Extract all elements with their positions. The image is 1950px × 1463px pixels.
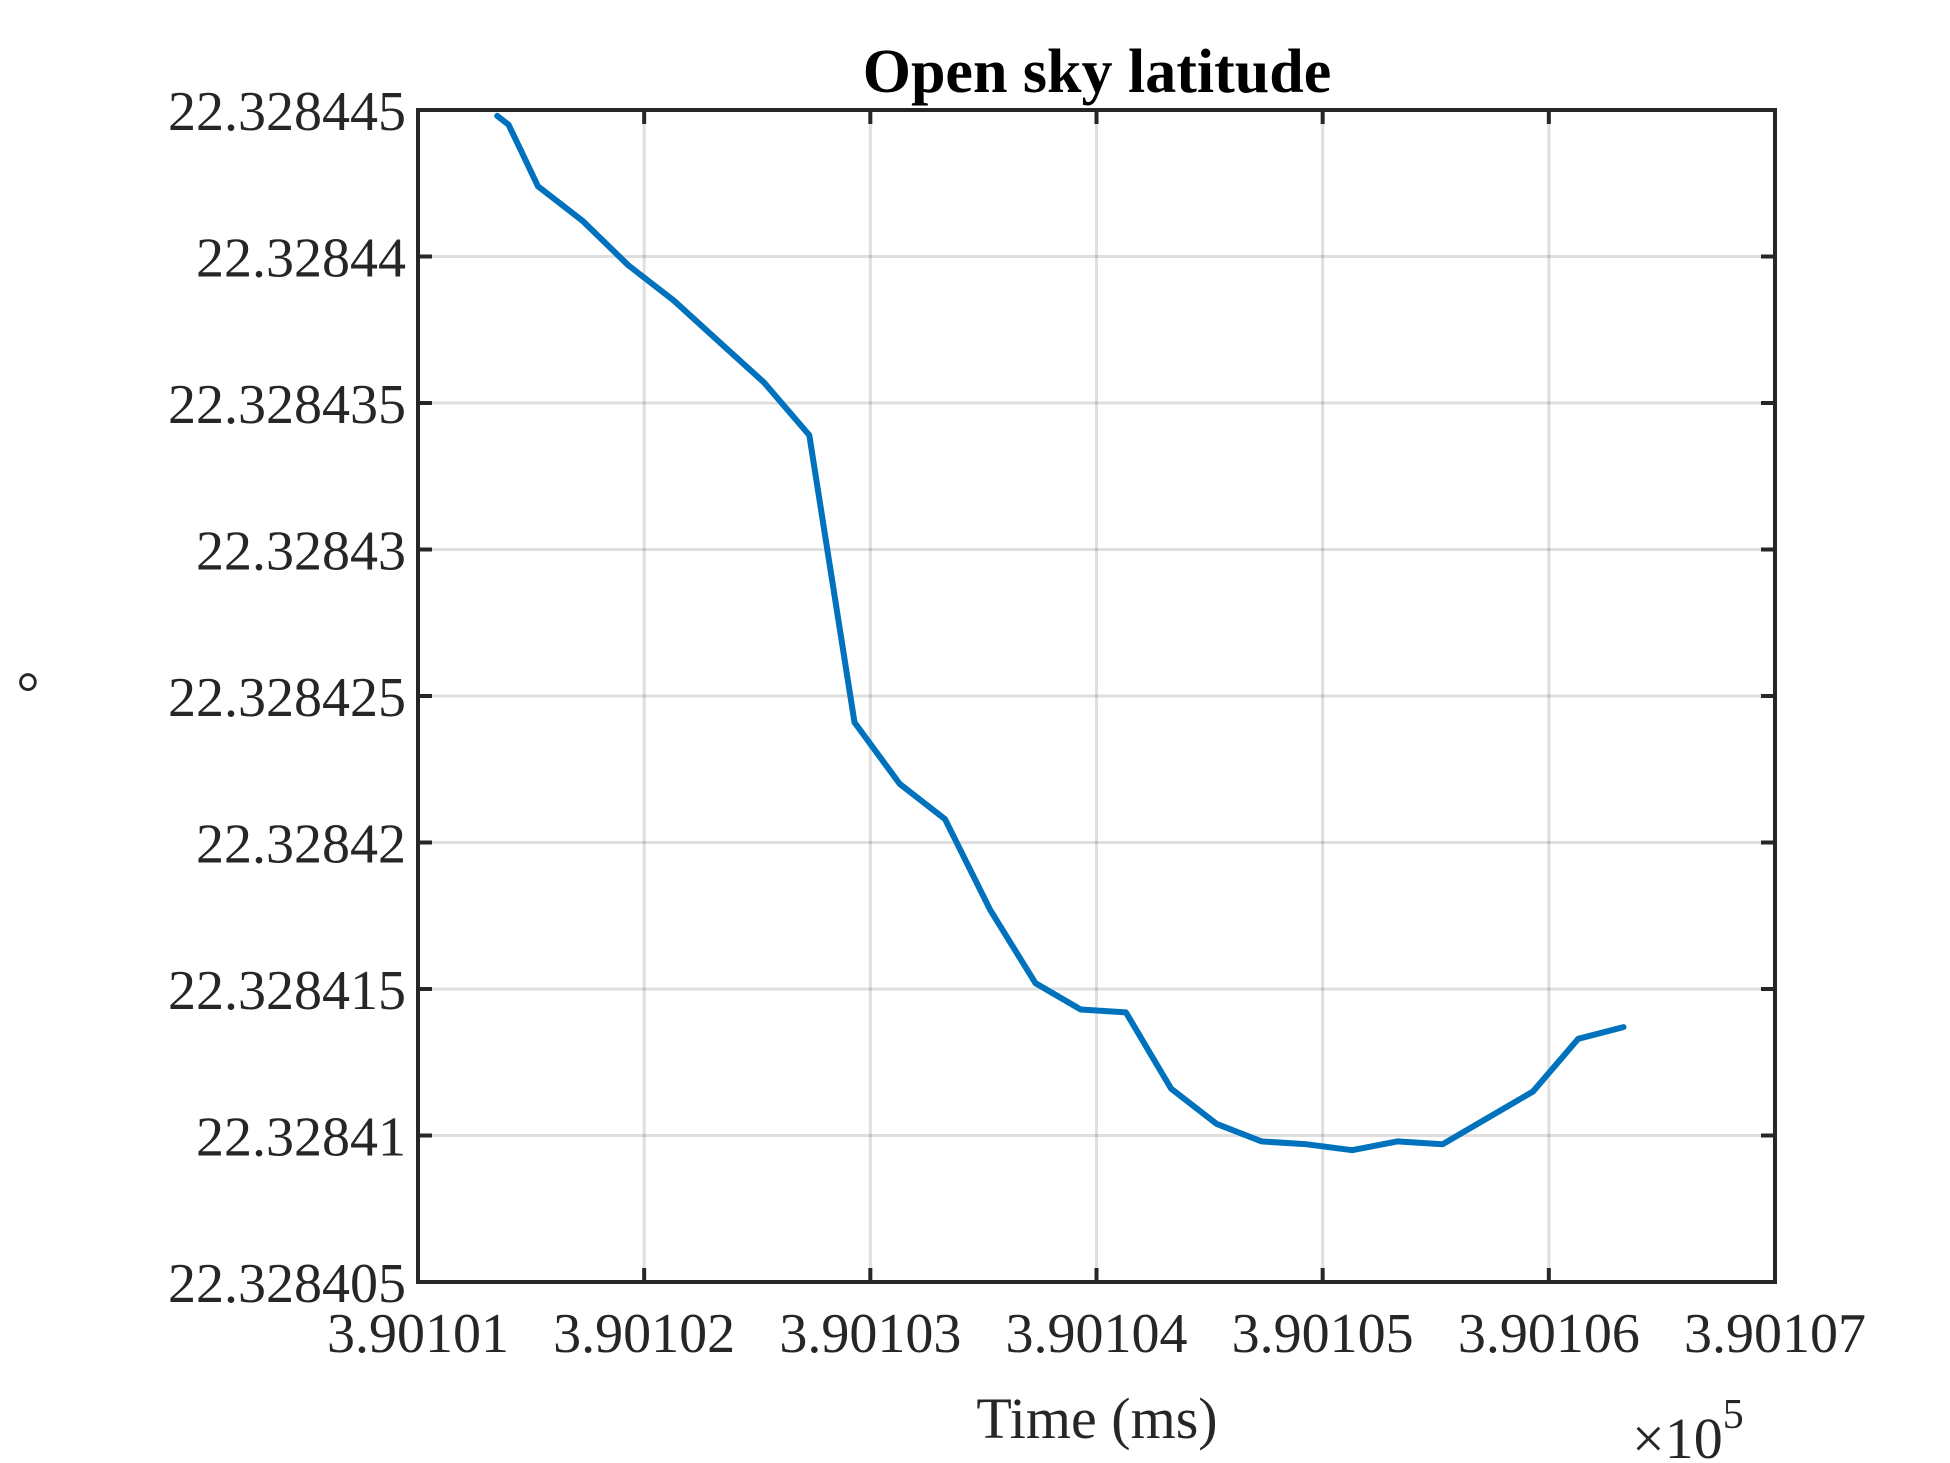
x-tick-label: 3.90105	[1232, 1303, 1414, 1365]
y-tick-label: 22.32842	[196, 814, 406, 876]
y-tick-label: 22.32841	[196, 1107, 406, 1169]
x-tick-label: 3.90103	[779, 1303, 961, 1365]
y-tick-label: 22.328405	[168, 1253, 406, 1315]
x-exponent-power: 5	[1723, 1392, 1744, 1438]
x-tick-label: 3.90106	[1458, 1303, 1640, 1365]
y-tick-label: 22.328415	[168, 960, 406, 1022]
x-tick-labels: 3.90101 3.90102 3.90103 3.90104 3.90105 3.901…	[327, 1303, 1866, 1365]
x-tick-label: 3.90107	[1684, 1303, 1866, 1365]
latitude-series-line	[494, 112, 1627, 1154]
y-tick-label: 22.32843	[196, 521, 406, 583]
y-axis-label: °	[16, 660, 39, 725]
x-tick-label: 3.90104	[1006, 1303, 1188, 1365]
x-exponent-base: ×10	[1632, 1406, 1723, 1463]
y-tick-label: 22.328425	[168, 667, 406, 729]
x-tick-label: 3.90102	[553, 1303, 735, 1365]
tick-marks	[416, 108, 1777, 1284]
x-tick-label: 3.90101	[327, 1303, 509, 1365]
y-tick-label: 22.328435	[168, 374, 406, 436]
y-tick-label: 22.328445	[168, 81, 406, 143]
y-tick-label: 22.32844	[196, 228, 406, 290]
x-exponent-label: ×105	[1632, 1392, 1744, 1463]
y-tick-labels: 22.328405 22.32841 22.328415 22.32842 22.328…	[168, 81, 406, 1315]
chart-title: Open sky latitude	[863, 38, 1332, 106]
grid-lines	[418, 110, 1775, 1282]
x-axis-label: Time (ms)	[976, 1386, 1217, 1451]
